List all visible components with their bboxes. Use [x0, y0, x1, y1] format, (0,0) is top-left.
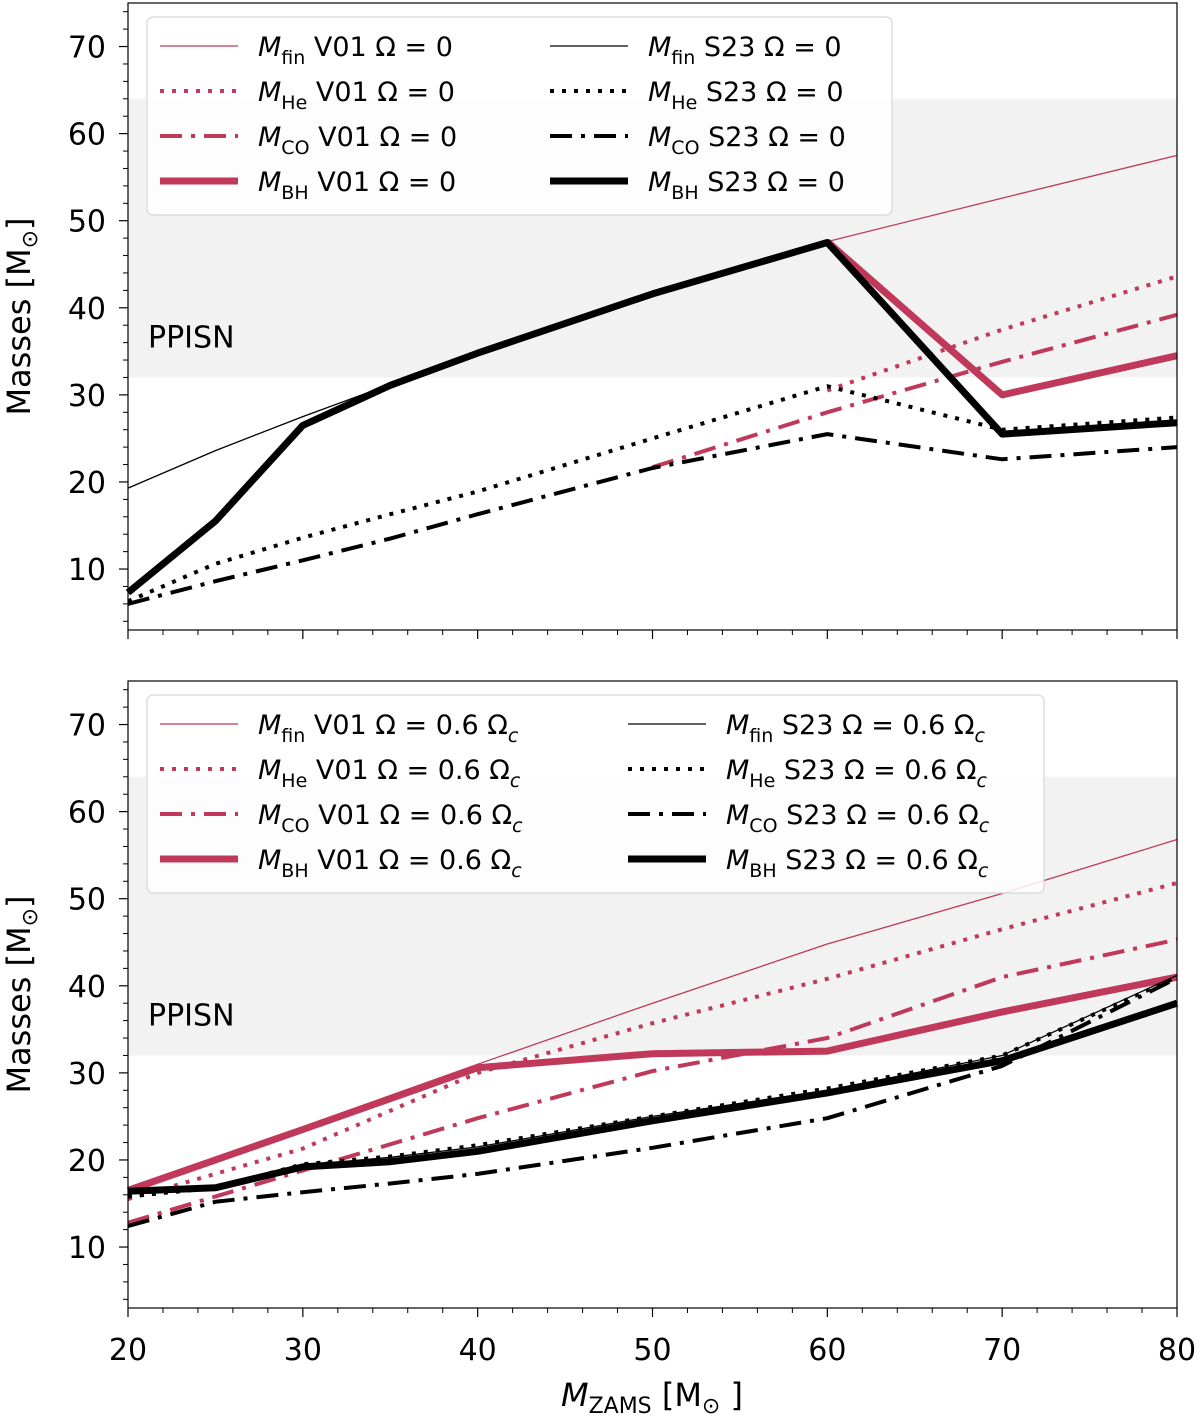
legend-label-right-bh: MBH S23 Ω = 0.6 Ωc [726, 845, 989, 882]
legend-label-left-fin: Mfin V01 Ω = 0 [258, 32, 453, 69]
x-axis-label: MZAMS [M⊙ ] [561, 1376, 743, 1419]
y-tick-label: 40 [68, 970, 106, 1005]
legend-label-right-he: MHe S23 Ω = 0.6 Ωc [726, 755, 988, 792]
series-v01-he [826, 274, 1178, 393]
x-tick-label: 40 [459, 1333, 497, 1368]
bottom-panel: PPISN 10 20 30 40 50 60 70 20 30 40 50 60 70 80 Masses … [0, 680, 1196, 1368]
legend-label-right-co: MCO S23 Ω = 0.6 Ωc [726, 800, 990, 837]
legend-label-left-co: MCO V01 Ω = 0.6 Ωc [258, 800, 523, 837]
y-axis-title: Masses [M⊙] [0, 895, 43, 1093]
y-tick-label: 50 [68, 205, 106, 240]
y-tick-label: 30 [68, 379, 106, 414]
series-v01-bh [824, 238, 1178, 399]
x-tick-label: 20 [109, 1333, 147, 1368]
series-s23-co [127, 976, 1178, 1229]
legend-label-left-he: MHe V01 Ω = 0.6 Ωc [258, 755, 521, 792]
legend-box [146, 694, 1045, 894]
x-tick-label: 30 [284, 1333, 322, 1368]
legend-label-right-he: MHe S23 Ω = 0 [648, 77, 844, 114]
legend-label-right-fin: Mfin S23 Ω = 0.6 Ωc [726, 710, 986, 747]
legend-label-left-fin: Mfin V01 Ω = 0.6 Ωc [258, 710, 519, 747]
series-s23-bh [127, 999, 1179, 1195]
legend-box [146, 16, 893, 216]
legend-label-left-co: MCO V01 Ω = 0 [258, 122, 457, 159]
top-panel: PPISN 10 20 30 40 50 60 70 Masses [M⊙] Mfin V01 Ω… [0, 2, 1178, 639]
x-tick-label: 60 [808, 1333, 846, 1368]
x-axis-title: MZAMS [M⊙ ] [561, 1376, 743, 1419]
legend-label-right-bh: MBH S23 Ω = 0 [648, 167, 845, 204]
legend-label-left-bh: MBH V01 Ω = 0.6 Ωc [258, 845, 522, 882]
legend: Mfin V01 Ω = 0 MHe V01 Ω = 0 MCO V01 Ω = 0… [146, 16, 893, 216]
ppisn-label: PPISN [148, 320, 235, 355]
x-tick-label: 70 [983, 1333, 1021, 1368]
series-v01-bh [126, 973, 1178, 1194]
legend-label-right-fin: Mfin S23 Ω = 0 [648, 32, 842, 69]
y-tick-label: 50 [68, 883, 106, 918]
y-axis-title: Masses [M⊙] [0, 217, 43, 415]
y-tick-label: 30 [68, 1057, 106, 1092]
y-tick-label: 70 [68, 31, 106, 66]
series-s23-co [127, 432, 1178, 606]
x-tick-label: 50 [633, 1333, 671, 1368]
series-v01-fin [827, 154, 1178, 243]
legend-label-right-co: MCO S23 Ω = 0 [648, 122, 846, 159]
x-tick-label: 80 [1158, 1333, 1196, 1368]
ppisn-label: PPISN [148, 998, 235, 1033]
series-s23-he [127, 384, 1178, 604]
y-tick-label: 40 [68, 292, 106, 327]
y-tick-label: 10 [68, 553, 106, 588]
y-tick-label: 60 [68, 118, 106, 153]
y-tick-label: 70 [68, 709, 106, 744]
series-v01-he [127, 881, 1178, 1202]
legend-label-left-bh: MBH V01 Ω = 0 [258, 167, 456, 204]
legend: Mfin V01 Ω = 0.6 Ωc MHe V01 Ω = 0.6 Ωc MCO… [146, 694, 1045, 894]
y-tick-label: 20 [68, 466, 106, 501]
y-tick-label: 60 [68, 796, 106, 831]
legend-label-left-he: MHe V01 Ω = 0 [258, 77, 455, 114]
y-tick-label: 10 [68, 1231, 106, 1266]
y-tick-label: 20 [68, 1144, 106, 1179]
series-s23-bh [125, 239, 1178, 596]
series-v01-co [651, 312, 1178, 470]
